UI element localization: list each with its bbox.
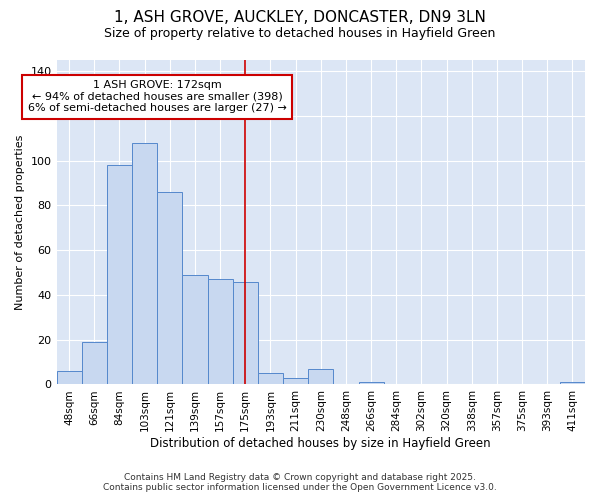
Text: 1 ASH GROVE: 172sqm
← 94% of detached houses are smaller (398)
6% of semi-detach: 1 ASH GROVE: 172sqm ← 94% of detached ho… — [28, 80, 287, 114]
Text: Size of property relative to detached houses in Hayfield Green: Size of property relative to detached ho… — [104, 28, 496, 40]
Bar — [132, 143, 157, 384]
Bar — [308, 369, 334, 384]
Text: 1, ASH GROVE, AUCKLEY, DONCASTER, DN9 3LN: 1, ASH GROVE, AUCKLEY, DONCASTER, DN9 3L… — [114, 10, 486, 25]
Bar — [56, 371, 82, 384]
Y-axis label: Number of detached properties: Number of detached properties — [15, 134, 25, 310]
Bar — [258, 374, 283, 384]
Bar — [208, 280, 233, 384]
Text: Contains HM Land Registry data © Crown copyright and database right 2025.
Contai: Contains HM Land Registry data © Crown c… — [103, 473, 497, 492]
X-axis label: Distribution of detached houses by size in Hayfield Green: Distribution of detached houses by size … — [151, 437, 491, 450]
Bar — [107, 165, 132, 384]
Bar — [157, 192, 182, 384]
Bar — [560, 382, 585, 384]
Bar — [283, 378, 308, 384]
Bar — [359, 382, 383, 384]
Bar — [233, 282, 258, 385]
Bar — [82, 342, 107, 384]
Bar — [182, 275, 208, 384]
